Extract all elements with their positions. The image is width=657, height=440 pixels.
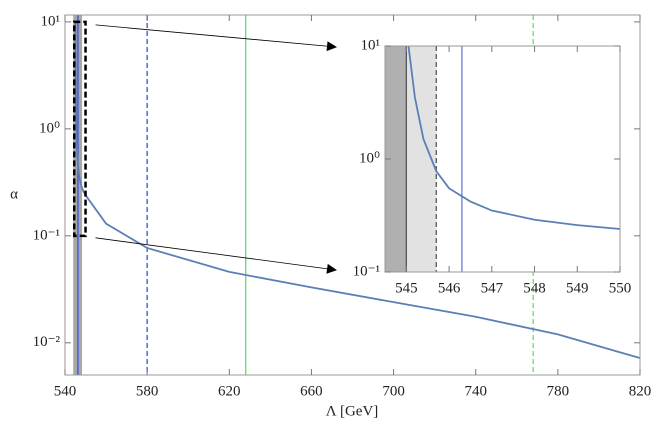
x-tick-label: 546	[438, 280, 461, 296]
x-tick-label: 740	[464, 383, 487, 399]
x-tick-label: 780	[547, 383, 570, 399]
x-tick-label: 620	[218, 383, 241, 399]
x-tick-label: 550	[609, 280, 632, 296]
x-tick-label: 547	[481, 280, 504, 296]
y-tick-label: 10⁰	[39, 120, 60, 136]
zoom-arrow	[95, 24, 337, 52]
x-tick-label: 820	[629, 383, 652, 399]
x-axis-label: Λ [GeV]	[326, 403, 379, 419]
x-tick-label: 540	[54, 383, 77, 399]
x-tick-label: 700	[382, 383, 405, 399]
y-tick-label: 10¹	[361, 37, 381, 53]
shaded-region	[385, 46, 407, 272]
y-tick-label: 10⁻²	[33, 334, 61, 350]
frame	[64, 14, 641, 376]
x-tick-label: 580	[136, 383, 159, 399]
x-tick-label: 549	[566, 280, 589, 296]
x-tick-label: 660	[300, 383, 323, 399]
zoom-arrow	[95, 237, 337, 274]
x-tick-label: 545	[395, 280, 418, 296]
plot-area	[385, 46, 620, 272]
y-axis-label: α	[10, 186, 18, 202]
y-tick-label: 10¹	[41, 13, 61, 29]
y-tick-label: 10⁻¹	[353, 263, 380, 279]
y-tick-label: 10⁰	[359, 150, 380, 166]
curve	[407, 46, 620, 230]
y-tick-label: 10⁻¹	[33, 227, 60, 243]
zoom-box	[72, 20, 87, 238]
x-tick-label: 548	[523, 280, 546, 296]
